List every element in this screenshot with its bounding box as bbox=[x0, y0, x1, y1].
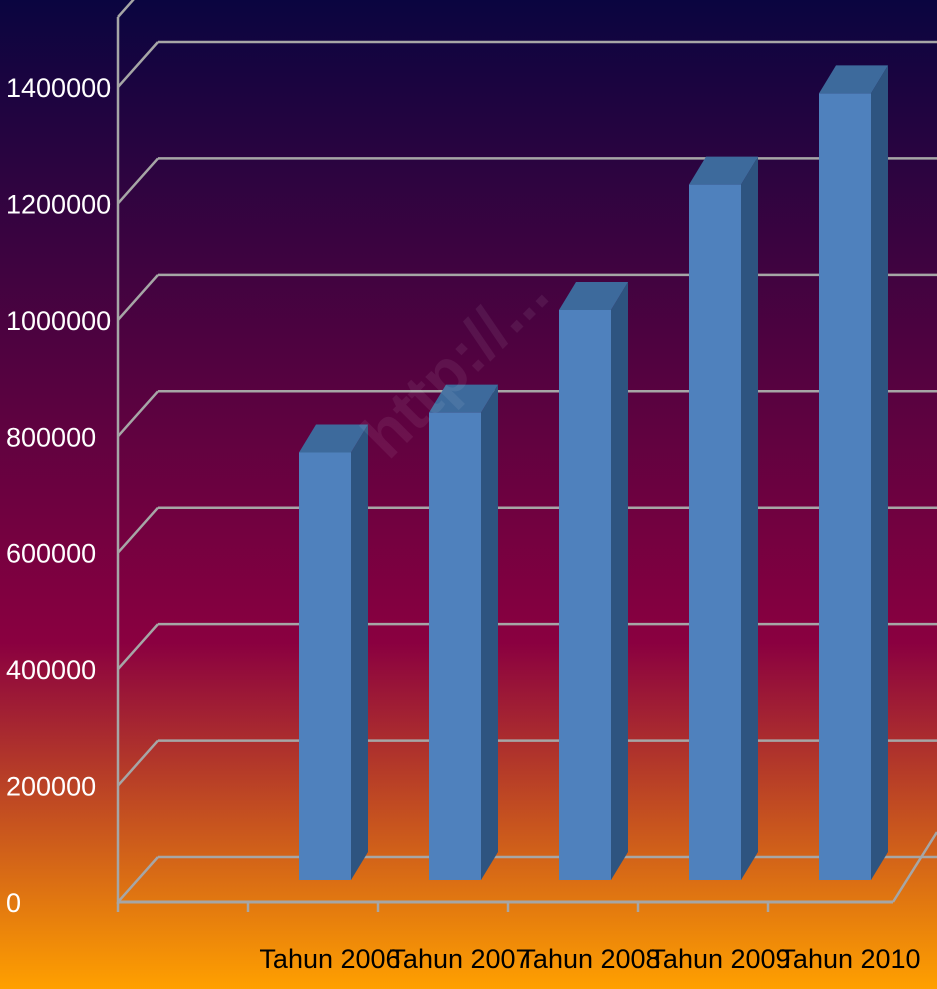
x-tick-label: Tahun 2009 bbox=[649, 944, 790, 974]
bar-top-face bbox=[689, 156, 758, 185]
y-tick-label: 400000 bbox=[6, 655, 96, 685]
bar bbox=[559, 282, 628, 880]
bar bbox=[689, 156, 758, 881]
x-tick-label: Tahun 2007 bbox=[389, 944, 530, 974]
bar-front-face bbox=[689, 184, 741, 881]
bar-front-face bbox=[299, 452, 351, 880]
gridline-depth bbox=[117, 506, 159, 554]
bar-side-face bbox=[611, 282, 628, 880]
bar bbox=[429, 384, 498, 880]
floor-right-line bbox=[891, 831, 937, 903]
x-tick-label: Tahun 2010 bbox=[779, 944, 920, 974]
axes bbox=[116, 17, 937, 912]
bar-front-face bbox=[819, 93, 871, 880]
gridline-depth bbox=[117, 157, 159, 205]
bar-top-face bbox=[299, 424, 368, 453]
gridline-depth bbox=[117, 390, 159, 438]
bar-side-face bbox=[351, 424, 368, 880]
gridline-depth bbox=[117, 274, 159, 321]
bar-top-face bbox=[429, 384, 498, 413]
y-tick-label: 200000 bbox=[6, 772, 96, 802]
y-tick-label: 0 bbox=[6, 888, 21, 918]
bar-front-face bbox=[559, 310, 611, 880]
gridline-depth bbox=[117, 0, 135, 18]
bar-side-face bbox=[481, 384, 498, 880]
y-tick-label: 1400000 bbox=[6, 73, 111, 103]
bar bbox=[819, 65, 888, 880]
bar-side-face bbox=[741, 156, 758, 881]
gridline-depth bbox=[117, 41, 159, 88]
gridline-depth bbox=[117, 739, 159, 787]
y-tick-label: 1000000 bbox=[6, 306, 111, 336]
y-tick-labels: 0 200000 400000 600000 800000 1000000 1200000 1… bbox=[6, 73, 111, 918]
gridlines bbox=[117, 0, 937, 787]
x-tick-label: Tahun 2008 bbox=[519, 944, 660, 974]
y-tick-label: 600000 bbox=[6, 539, 96, 569]
bar bbox=[299, 424, 368, 880]
floor-depth-line bbox=[117, 856, 159, 903]
x-tick-label: Tahun 2006 bbox=[259, 944, 400, 974]
bar-front-face bbox=[429, 412, 481, 880]
bar-top-face bbox=[559, 282, 628, 310]
y-tick-label: 800000 bbox=[6, 422, 96, 452]
y-tick-label: 1200000 bbox=[6, 189, 111, 219]
bar-top-face bbox=[819, 65, 888, 94]
gridline-depth bbox=[117, 623, 159, 670]
bars bbox=[299, 65, 888, 881]
bar-side-face bbox=[871, 65, 888, 880]
